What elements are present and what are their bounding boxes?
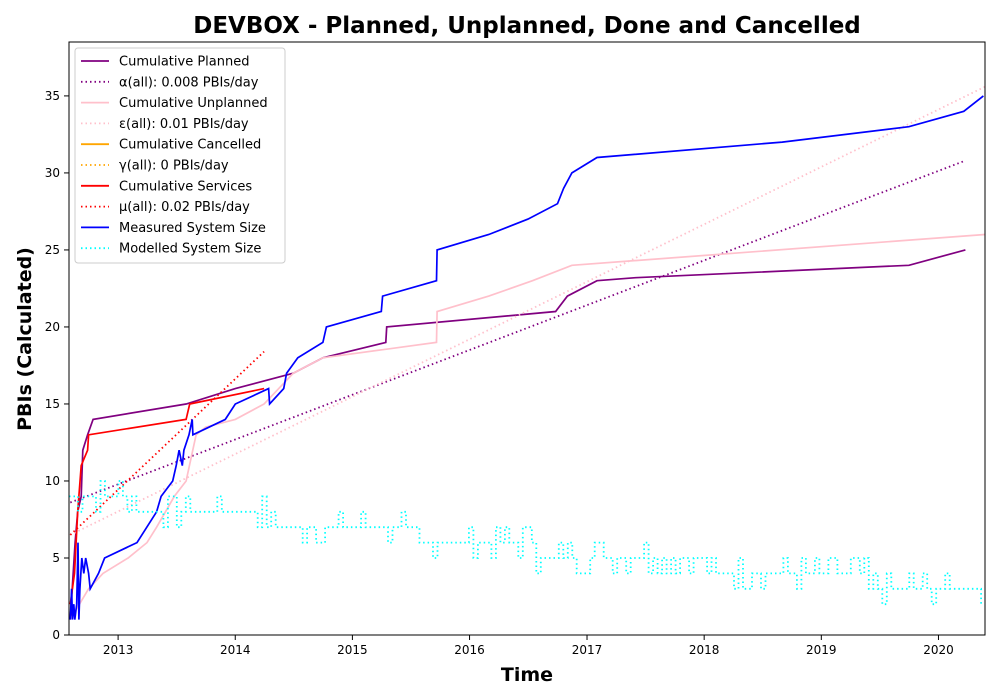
y-tick-label-35: 35	[45, 89, 60, 103]
y-tick-label-20: 20	[45, 320, 60, 334]
legend-label-all-0-02-pbis-day: μ(all): 0.02 PBIs/day	[119, 200, 250, 215]
y-tick-label-10: 10	[45, 474, 60, 488]
legend-label-cumulative-cancelled: Cumulative Cancelled	[119, 138, 261, 153]
y-axis-title: PBIs (Calculated)	[14, 247, 36, 431]
x-tick-label-2013: 2013	[103, 643, 134, 657]
x-tick-label-2018: 2018	[689, 643, 720, 657]
legend-label-cumulative-unplanned: Cumulative Unplanned	[119, 96, 268, 111]
x-tick-label-2017: 2017	[572, 643, 603, 657]
series-all-0-01-pbis-day-line	[69, 85, 985, 536]
legend: Cumulative Planned α(all): 0.008 PBIs/day…	[74, 47, 286, 264]
y-tick-label-25: 25	[45, 243, 60, 257]
x-tick-label-2020: 2020	[923, 643, 954, 657]
y-tick-label-15: 15	[45, 397, 60, 411]
chart-title: DEVBOX - Planned, Unplanned, Done and Ca…	[193, 13, 861, 39]
y-tick-label-0: 0	[52, 628, 60, 642]
plot-frame	[68, 41, 986, 636]
x-tick-label-2015: 2015	[337, 643, 368, 657]
plot-area	[69, 85, 985, 621]
legend-label-all-0-008-pbis-day: α(all): 0.008 PBIs/day	[119, 75, 259, 90]
series-cumulative-services-line	[69, 387, 265, 605]
y-tick-label-5: 5	[52, 551, 60, 565]
series-cumulative-unplanned-line	[69, 233, 985, 621]
legend-label-modelled-system-size: Modelled System Size	[119, 242, 261, 257]
legend-label-measured-system-size: Measured System Size	[119, 221, 266, 236]
x-tick-label-2016: 2016	[454, 643, 485, 657]
x-axis-title: Time	[501, 664, 553, 686]
legend-box	[74, 47, 286, 264]
axes: 2013 2014 2015 2016 2017 2018 2019 2020 0 5 10 15 20…	[45, 41, 986, 657]
legend-label-cumulative-services: Cumulative Services	[119, 179, 252, 194]
series-measured-system-size-line	[69, 95, 984, 620]
y-tick-label-30: 30	[45, 166, 60, 180]
legend-label-cumulative-planned: Cumulative Planned	[119, 55, 249, 70]
legend-label-all-0-01-pbis-day: ε(all): 0.01 PBIs/day	[119, 117, 249, 132]
x-tick-label-2014: 2014	[220, 643, 251, 657]
legend-label-all-0-pbis-day: γ(all): 0 PBIs/day	[119, 159, 229, 174]
x-tick-label-2019: 2019	[806, 643, 837, 657]
